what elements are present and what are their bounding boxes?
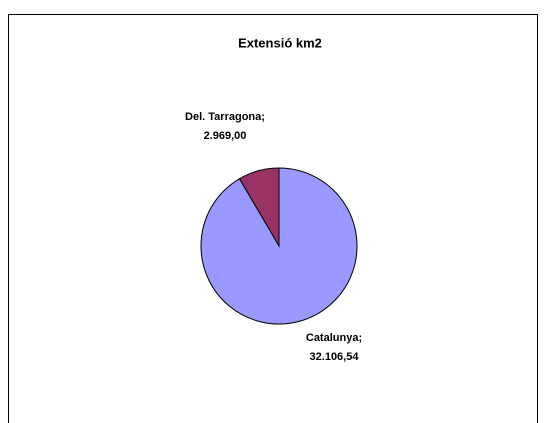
pie-slice: [200, 167, 358, 325]
chart-title: Extensió km2: [238, 35, 322, 50]
value-label: 32.106,54: [309, 351, 359, 363]
value-label: 2.969,00: [203, 130, 247, 142]
data-label: Catalunya; 32.106,54: [294, 329, 374, 367]
category-label: Catalunya: [305, 332, 359, 344]
data-label: Del. Tarragona; 2.969,00: [185, 108, 265, 146]
separator: ;: [261, 111, 265, 123]
separator: ;: [358, 332, 363, 344]
category-label: Del. Tarragona: [185, 111, 262, 123]
